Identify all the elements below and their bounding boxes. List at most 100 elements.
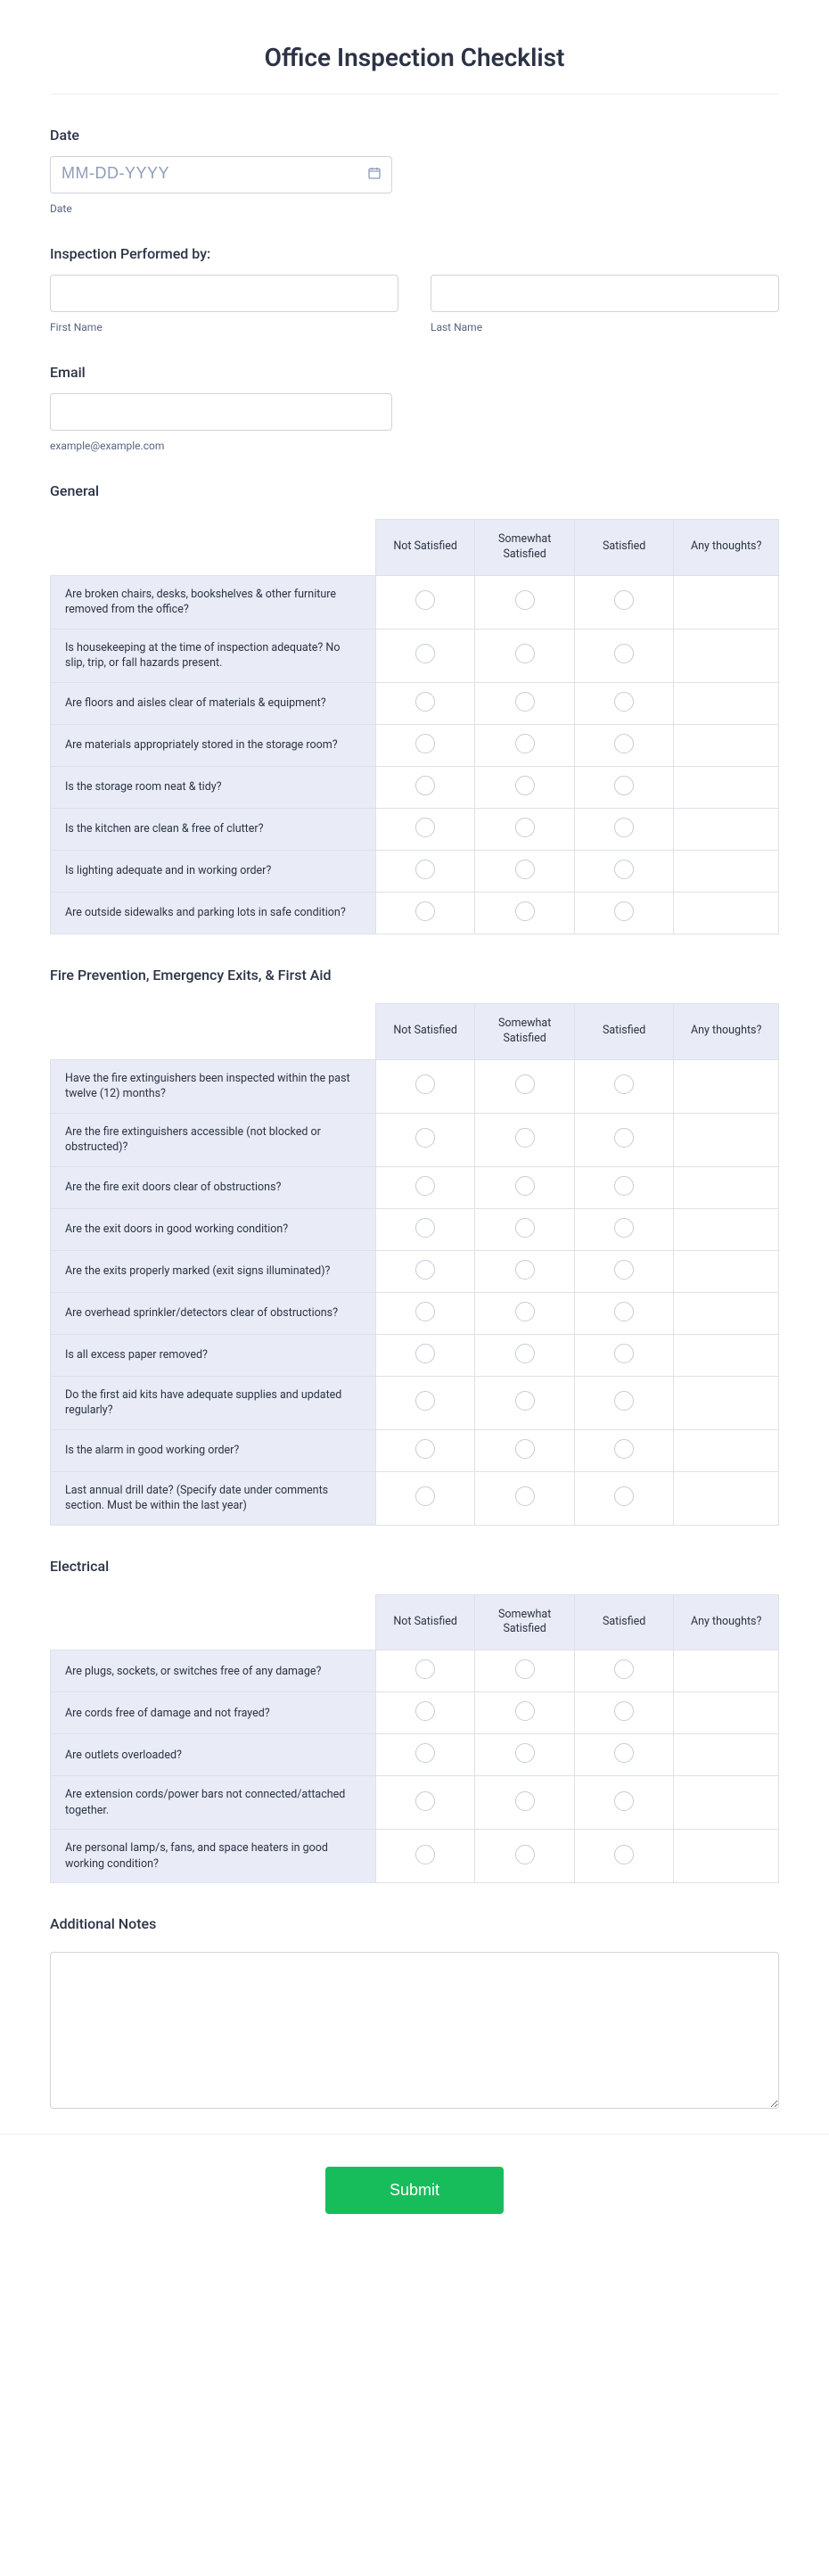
radio-satisfied[interactable] <box>614 901 634 921</box>
radio-satisfied[interactable] <box>614 692 634 712</box>
radio-somewhat-satisfied[interactable] <box>515 1302 535 1321</box>
email-input[interactable] <box>50 393 392 431</box>
radio-satisfied[interactable] <box>614 644 634 663</box>
thoughts-cell[interactable] <box>674 1166 779 1208</box>
radio-satisfied[interactable] <box>614 1845 634 1864</box>
radio-somewhat-satisfied[interactable] <box>515 1845 535 1864</box>
radio-not-satisfied[interactable] <box>415 590 435 610</box>
radio-not-satisfied[interactable] <box>415 1302 435 1321</box>
thoughts-cell[interactable] <box>674 1376 779 1429</box>
radio-not-satisfied[interactable] <box>415 1344 435 1363</box>
radio-not-satisfied[interactable] <box>415 1176 435 1196</box>
radio-not-satisfied[interactable] <box>415 1701 435 1721</box>
thoughts-cell[interactable] <box>674 1429 779 1471</box>
radio-not-satisfied[interactable] <box>415 1486 435 1506</box>
last-name-input[interactable] <box>431 275 779 312</box>
radio-not-satisfied[interactable] <box>415 1439 435 1459</box>
radio-somewhat-satisfied[interactable] <box>515 1791 535 1811</box>
radio-not-satisfied[interactable] <box>415 776 435 795</box>
thoughts-cell[interactable] <box>674 1208 779 1250</box>
radio-somewhat-satisfied[interactable] <box>515 1260 535 1280</box>
radio-somewhat-satisfied[interactable] <box>515 692 535 712</box>
radio-somewhat-satisfied[interactable] <box>515 776 535 795</box>
radio-somewhat-satisfied[interactable] <box>515 1128 535 1148</box>
radio-satisfied[interactable] <box>614 1128 634 1148</box>
thoughts-cell[interactable] <box>674 575 779 629</box>
radio-satisfied[interactable] <box>614 1486 634 1506</box>
table-row: Are outside sidewalks and parking lots i… <box>51 892 779 934</box>
radio-satisfied[interactable] <box>614 1218 634 1238</box>
radio-not-satisfied[interactable] <box>415 1218 435 1238</box>
thoughts-cell[interactable] <box>674 1471 779 1525</box>
radio-not-satisfied[interactable] <box>415 692 435 712</box>
radio-not-satisfied[interactable] <box>415 1391 435 1411</box>
radio-not-satisfied[interactable] <box>415 818 435 837</box>
radio-not-satisfied[interactable] <box>415 901 435 921</box>
radio-not-satisfied[interactable] <box>415 1791 435 1811</box>
radio-somewhat-satisfied[interactable] <box>515 1439 535 1459</box>
radio-satisfied[interactable] <box>614 1074 634 1094</box>
radio-somewhat-satisfied[interactable] <box>515 1344 535 1363</box>
radio-somewhat-satisfied[interactable] <box>515 590 535 610</box>
radio-satisfied[interactable] <box>614 1391 634 1411</box>
radio-somewhat-satisfied[interactable] <box>515 1743 535 1763</box>
radio-satisfied[interactable] <box>614 1701 634 1721</box>
radio-not-satisfied[interactable] <box>415 734 435 753</box>
radio-somewhat-satisfied[interactable] <box>515 1701 535 1721</box>
radio-satisfied[interactable] <box>614 1791 634 1811</box>
radio-satisfied[interactable] <box>614 1743 634 1763</box>
thoughts-cell[interactable] <box>674 724 779 766</box>
radio-somewhat-satisfied[interactable] <box>515 1391 535 1411</box>
thoughts-cell[interactable] <box>674 1776 779 1830</box>
radio-not-satisfied[interactable] <box>415 644 435 663</box>
thoughts-cell[interactable] <box>674 1650 779 1692</box>
additional-notes-textarea[interactable] <box>50 1952 779 2109</box>
radio-not-satisfied[interactable] <box>415 1074 435 1094</box>
radio-not-satisfied[interactable] <box>415 1743 435 1763</box>
first-name-input[interactable] <box>50 275 398 312</box>
thoughts-cell[interactable] <box>674 1692 779 1734</box>
thoughts-cell[interactable] <box>674 1250 779 1292</box>
thoughts-cell[interactable] <box>674 682 779 724</box>
thoughts-cell[interactable] <box>674 1059 779 1113</box>
radio-satisfied[interactable] <box>614 734 634 753</box>
radio-satisfied[interactable] <box>614 590 634 610</box>
thoughts-cell[interactable] <box>674 808 779 850</box>
calendar-icon[interactable] <box>367 166 382 184</box>
radio-somewhat-satisfied[interactable] <box>515 1176 535 1196</box>
radio-satisfied[interactable] <box>614 1176 634 1196</box>
submit-button[interactable]: Submit <box>325 2167 504 2214</box>
radio-satisfied[interactable] <box>614 1260 634 1280</box>
thoughts-cell[interactable] <box>674 766 779 808</box>
thoughts-cell[interactable] <box>674 1334 779 1376</box>
radio-somewhat-satisfied[interactable] <box>515 1486 535 1506</box>
radio-satisfied[interactable] <box>614 818 634 837</box>
radio-not-satisfied[interactable] <box>415 1260 435 1280</box>
thoughts-cell[interactable] <box>674 1734 779 1776</box>
thoughts-cell[interactable] <box>674 1830 779 1883</box>
radio-somewhat-satisfied[interactable] <box>515 644 535 663</box>
thoughts-cell[interactable] <box>674 629 779 682</box>
radio-somewhat-satisfied[interactable] <box>515 1074 535 1094</box>
radio-not-satisfied[interactable] <box>415 860 435 879</box>
radio-not-satisfied[interactable] <box>415 1128 435 1148</box>
radio-somewhat-satisfied[interactable] <box>515 860 535 879</box>
radio-satisfied[interactable] <box>614 1439 634 1459</box>
thoughts-cell[interactable] <box>674 850 779 892</box>
radio-somewhat-satisfied[interactable] <box>515 1659 535 1679</box>
radio-not-satisfied[interactable] <box>415 1845 435 1864</box>
radio-somewhat-satisfied[interactable] <box>515 818 535 837</box>
radio-somewhat-satisfied[interactable] <box>515 734 535 753</box>
radio-satisfied[interactable] <box>614 1344 634 1363</box>
thoughts-cell[interactable] <box>674 1113 779 1166</box>
radio-satisfied[interactable] <box>614 776 634 795</box>
thoughts-cell[interactable] <box>674 892 779 934</box>
thoughts-cell[interactable] <box>674 1292 779 1334</box>
radio-somewhat-satisfied[interactable] <box>515 901 535 921</box>
radio-somewhat-satisfied[interactable] <box>515 1218 535 1238</box>
radio-satisfied[interactable] <box>614 1659 634 1679</box>
radio-satisfied[interactable] <box>614 1302 634 1321</box>
date-input[interactable] <box>50 156 392 193</box>
radio-satisfied[interactable] <box>614 860 634 879</box>
radio-not-satisfied[interactable] <box>415 1659 435 1679</box>
